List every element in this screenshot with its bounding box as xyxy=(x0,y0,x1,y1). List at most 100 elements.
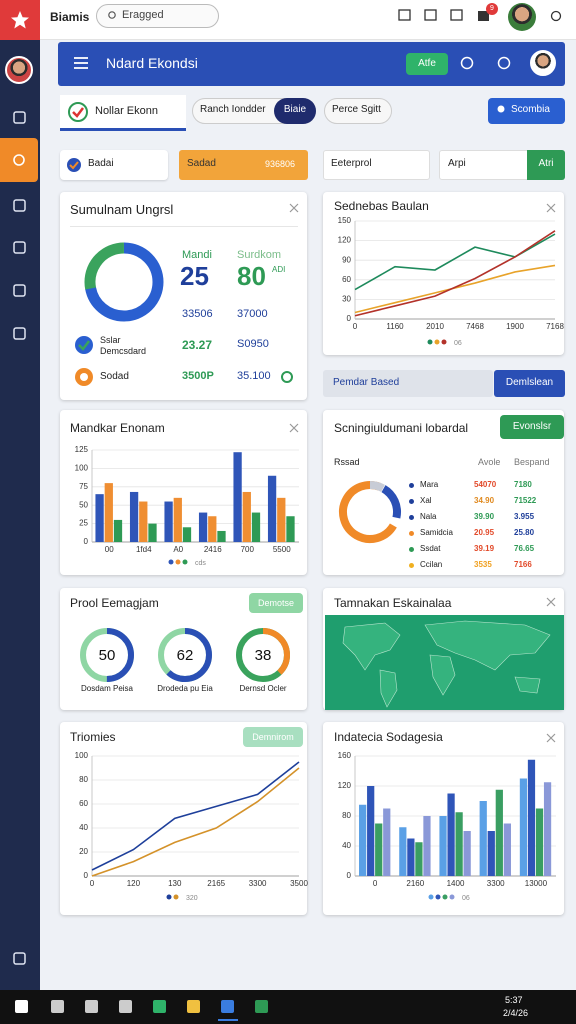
x-tick-label: 13000 xyxy=(525,879,548,888)
x-tick-label: 2416 xyxy=(204,545,222,554)
bar xyxy=(479,801,487,876)
table-header: Avole xyxy=(478,457,501,467)
series-line xyxy=(91,767,300,877)
table-cell: Samidcia xyxy=(420,528,453,537)
icon-glyph xyxy=(424,9,437,21)
bar xyxy=(267,475,277,542)
sidebar-active[interactable] xyxy=(0,138,38,182)
icon-glyph xyxy=(13,952,26,965)
taskbar-icon[interactable] xyxy=(186,999,202,1015)
close-icon[interactable] xyxy=(546,203,556,213)
notification-badge xyxy=(486,3,498,15)
stat-value: 25 xyxy=(180,261,209,291)
sidebar-icon[interactable] xyxy=(12,951,28,967)
item-label: Sodad xyxy=(100,371,129,382)
header-icon xyxy=(497,56,511,70)
close-icon[interactable] xyxy=(289,203,299,213)
bar xyxy=(375,823,383,876)
header-button-text[interactable]: Atfe xyxy=(418,58,436,69)
taskbar-active xyxy=(218,1019,238,1021)
stat-label: Mandi xyxy=(182,249,212,261)
check-mark xyxy=(69,161,79,170)
card-button-text[interactable]: Evonslsr xyxy=(512,421,552,432)
header-avatar xyxy=(530,50,556,76)
gauge-label: Drodeda pu Eia xyxy=(157,684,213,693)
map-land xyxy=(429,654,456,696)
icon-glyph xyxy=(478,11,489,21)
input-field[interactable] xyxy=(323,150,430,180)
row-dot xyxy=(409,499,414,504)
close-icon[interactable] xyxy=(546,733,556,743)
icon-glyph xyxy=(13,154,25,166)
app-name: Biamis xyxy=(50,10,90,24)
taskbar-icon[interactable] xyxy=(118,999,134,1015)
item-value: 3500P xyxy=(182,370,214,382)
card-title: Sednebas Baulan xyxy=(334,199,429,213)
card-button[interactable] xyxy=(243,727,303,747)
tab-label[interactable]: Perce Sgitt xyxy=(332,104,381,115)
bar xyxy=(455,812,463,876)
close-icon[interactable] xyxy=(289,423,299,433)
close-icon[interactable] xyxy=(546,597,556,607)
x-tick-label: 2010 xyxy=(426,322,444,331)
gauge-label: Dernsd Ocler xyxy=(239,684,287,693)
tab-label[interactable]: Biaie xyxy=(283,104,307,115)
ring-segment xyxy=(339,481,401,543)
input-button-text[interactable]: Atri xyxy=(538,158,554,169)
bar xyxy=(148,523,157,542)
taskbar-icon[interactable] xyxy=(254,999,270,1015)
settings-icon xyxy=(550,10,562,22)
bar xyxy=(439,816,447,876)
legend-dot xyxy=(168,559,174,565)
taskbar-icon[interactable] xyxy=(14,999,30,1015)
tab-label[interactable]: Nollar Ekonn xyxy=(95,105,158,117)
bar xyxy=(495,789,503,876)
chart: 0 40 80 120 160 0 2160 1400 3300 13000 xyxy=(338,751,556,888)
action-button-text[interactable]: Scombia xyxy=(511,104,550,115)
taskbar-icon[interactable] xyxy=(50,999,66,1015)
card-button[interactable] xyxy=(249,593,303,613)
sidebar-icon[interactable] xyxy=(12,326,28,342)
taskbar-icon[interactable] xyxy=(152,999,168,1015)
x-tick-label: 3500 xyxy=(290,879,308,888)
y-tick-label: 30 xyxy=(342,295,351,304)
x-tick-label: 1160 xyxy=(386,322,404,331)
tab[interactable] xyxy=(324,98,392,124)
sidebar-icon[interactable] xyxy=(12,283,28,299)
legend-note: cds xyxy=(195,560,206,567)
sidebar-icon[interactable] xyxy=(12,153,28,169)
sidebar-icon[interactable] xyxy=(12,198,28,214)
taskbar-icon[interactable] xyxy=(220,999,236,1015)
icon-glyph xyxy=(13,284,26,297)
legend-note: 06 xyxy=(462,895,470,902)
search-box[interactable] xyxy=(96,4,219,28)
sidebar-icon[interactable] xyxy=(12,240,28,256)
row-dot xyxy=(409,547,414,552)
taskbar-icon[interactable] xyxy=(84,999,100,1015)
card-title: Sumulnam Ungrsl xyxy=(70,202,174,217)
search-text: Eragged xyxy=(122,9,164,21)
legend-dot xyxy=(173,894,179,900)
header-button[interactable] xyxy=(406,53,448,75)
card-button-text[interactable]: Demnirom xyxy=(252,732,294,742)
series-line xyxy=(354,230,556,317)
card-button-text[interactable]: Demotse xyxy=(257,598,294,608)
y-tick-label: 125 xyxy=(75,445,89,454)
sidebar-icon[interactable] xyxy=(12,110,28,126)
map-land xyxy=(424,620,551,671)
icon-glyph xyxy=(281,371,293,383)
band-button[interactable] xyxy=(494,370,565,397)
bar xyxy=(423,816,431,876)
tab-label[interactable]: Ranch Iondder xyxy=(200,104,266,115)
input-button[interactable] xyxy=(527,150,565,180)
user-avatar[interactable] xyxy=(508,3,536,31)
card-button[interactable] xyxy=(500,415,564,439)
bar xyxy=(217,530,226,542)
tab-selected[interactable] xyxy=(274,98,316,124)
band-button-text[interactable]: Demlslean xyxy=(505,377,554,388)
close-glyph xyxy=(546,733,556,743)
card-title: Indatecia Sodagesia xyxy=(334,730,443,744)
menu-icon xyxy=(74,57,88,69)
ring-segment xyxy=(158,628,212,682)
bar xyxy=(503,823,511,876)
